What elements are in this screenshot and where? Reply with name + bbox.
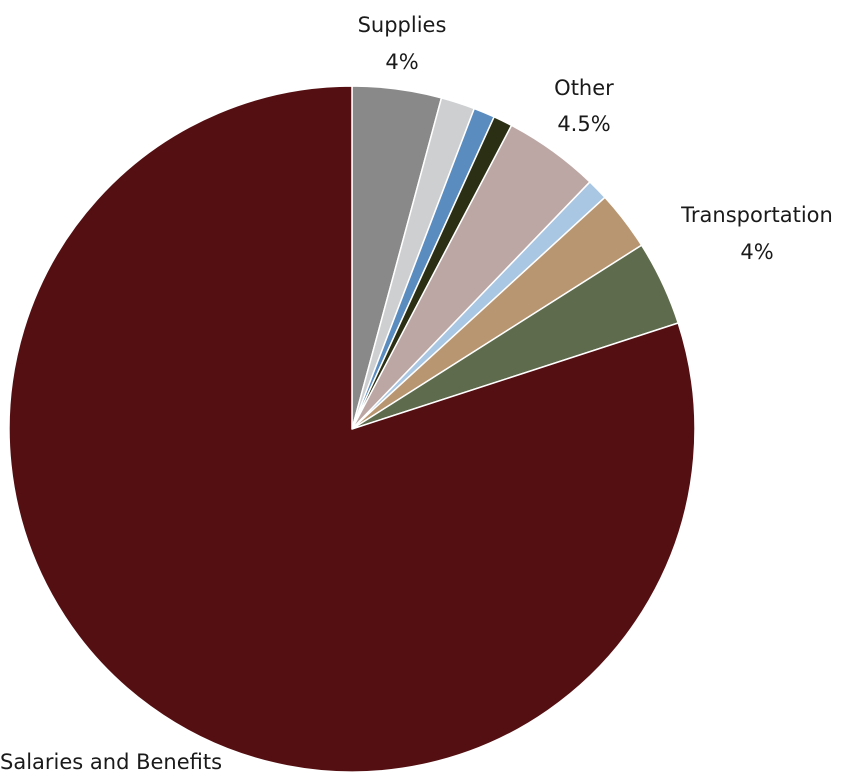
slice-label-other: Other bbox=[554, 76, 614, 100]
pie-labels: Supplies 4% Other 4.5% Transportation 4%… bbox=[0, 13, 833, 772]
pie-slice-salaries-and-benefits bbox=[8, 85, 696, 772]
pie-slices bbox=[8, 85, 696, 772]
slice-label-supplies: Supplies bbox=[358, 13, 447, 37]
slice-label-salaries-and-benefits: Salaries and Benefits bbox=[0, 750, 222, 772]
slice-value-other: 4.5% bbox=[557, 112, 610, 136]
slice-value-supplies: 4% bbox=[385, 50, 418, 74]
slice-value-transportation: 4% bbox=[740, 240, 773, 264]
slice-label-transportation: Transportation bbox=[680, 203, 833, 227]
